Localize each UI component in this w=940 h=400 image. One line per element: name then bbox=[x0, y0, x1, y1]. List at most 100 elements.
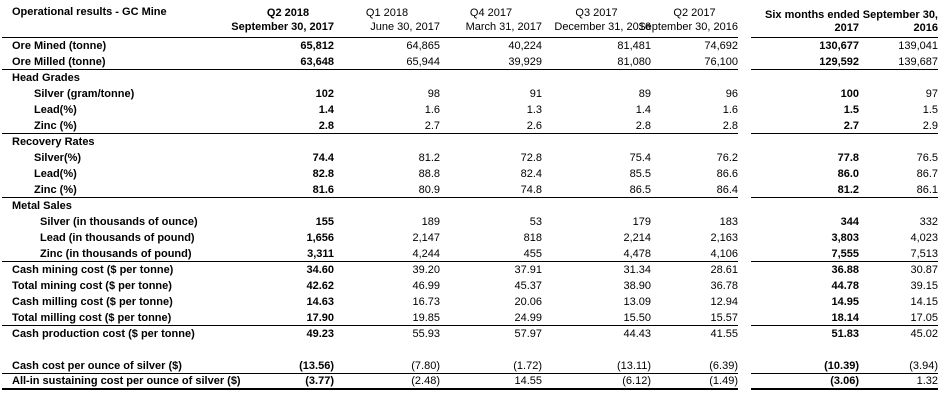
table-row: Head Grades bbox=[2, 70, 938, 86]
header-quarterly-section: Operational results - GC Mine Q2 2018 Se… bbox=[2, 0, 738, 38]
row-six-months-section: 44.78 39.15 bbox=[751, 278, 938, 294]
value-cell bbox=[440, 134, 542, 150]
row-quarterly-section: Metal Sales bbox=[2, 198, 738, 214]
row-six-months-section: (10.39) (3.94) bbox=[751, 358, 938, 374]
value-cell: 455 bbox=[523, 247, 542, 260]
value-cell: 42.62 bbox=[306, 280, 334, 292]
value-cell: (2.48) bbox=[411, 375, 440, 387]
value-cell bbox=[542, 198, 651, 214]
table-row: Lead(%) 1.4 1.6 1.3 1.4 1.6 1.5 1.5 bbox=[2, 102, 938, 118]
section-gap bbox=[738, 278, 751, 294]
value-cell: 139,687 bbox=[898, 55, 938, 68]
column-header-date-label: December 31, 2016 bbox=[554, 21, 651, 33]
value-cell: 100 bbox=[840, 88, 859, 100]
value-cell: 82.8 bbox=[312, 168, 334, 180]
value-cell bbox=[651, 198, 738, 214]
row-quarterly-section: Lead (in thousands of pound) 1,656 2,147 81… bbox=[2, 230, 738, 246]
row-label: Lead (in thousands of pound) bbox=[40, 232, 195, 244]
value-cell bbox=[859, 134, 938, 150]
table-header: Operational results - GC Mine Q2 2018 Se… bbox=[2, 0, 938, 38]
value-cell: 89 bbox=[638, 88, 651, 100]
value-cell: 17.05 bbox=[910, 311, 938, 324]
value-cell: 88.8 bbox=[418, 168, 440, 180]
row-six-months-section: 7,555 7,513 bbox=[751, 246, 938, 262]
value-cell bbox=[751, 198, 859, 214]
value-cell: 86.4 bbox=[716, 183, 738, 196]
value-cell bbox=[859, 70, 938, 86]
value-cell: 86.6 bbox=[716, 168, 738, 180]
value-cell bbox=[440, 198, 542, 214]
value-cell: 2.7 bbox=[424, 119, 440, 132]
value-cell: 130,677 bbox=[819, 40, 859, 52]
value-cell: 53 bbox=[529, 216, 542, 228]
column-header-q2-2018: Q2 2018 September 30, 2017 bbox=[231, 0, 334, 37]
value-cell: 15.50 bbox=[623, 311, 651, 324]
value-cell: 65,944 bbox=[406, 55, 440, 68]
table-row: Silver (gram/tonne) 102 98 91 89 96 100 97 bbox=[2, 86, 938, 102]
value-cell: (1.72) bbox=[513, 359, 542, 372]
value-cell: 36.88 bbox=[831, 264, 859, 276]
row-six-months-section: 81.2 86.1 bbox=[751, 182, 938, 198]
section-gap bbox=[738, 294, 751, 310]
row-quarterly-section: All-in sustaining cost per ounce of silv… bbox=[2, 374, 738, 390]
row-label: Total milling cost ($ per tonne) bbox=[12, 311, 172, 324]
section-gap bbox=[738, 358, 751, 374]
row-six-months-section: 130,677 139,041 bbox=[751, 38, 938, 54]
value-cell: 14.55 bbox=[514, 375, 542, 387]
row-quarterly-section: Total milling cost ($ per tonne) 17.90 19.… bbox=[2, 310, 738, 326]
value-cell: (3.94) bbox=[909, 359, 938, 372]
row-quarterly-section: Recovery Rates bbox=[2, 134, 738, 150]
column-header-date-label: March 31, 2017 bbox=[465, 21, 542, 33]
value-cell: 1.32 bbox=[916, 375, 938, 387]
value-cell: 179 bbox=[632, 216, 651, 228]
value-cell: 45.37 bbox=[514, 280, 542, 292]
value-cell: 39,929 bbox=[508, 55, 542, 68]
value-cell: 98 bbox=[427, 88, 440, 100]
value-cell: 39.15 bbox=[910, 280, 938, 292]
value-cell: 45.02 bbox=[910, 328, 938, 340]
section-gap bbox=[738, 118, 751, 134]
column-header-q1-2018: Q1 2018 June 30, 2017 bbox=[334, 0, 440, 37]
value-cell: 14.63 bbox=[306, 296, 334, 308]
column-header-q2-2017: Q2 2017 September 30, 2016 bbox=[638, 0, 738, 37]
row-six-months-section: 14.95 14.15 bbox=[751, 294, 938, 310]
value-cell: 77.8 bbox=[837, 152, 859, 164]
value-cell: (1.49) bbox=[709, 375, 738, 387]
value-cell: 97 bbox=[925, 88, 938, 100]
row-label: All-in sustaining cost per ounce of silv… bbox=[12, 375, 241, 387]
value-cell: 38.90 bbox=[623, 280, 651, 292]
row-quarterly-section: Lead(%) 82.8 88.8 82.4 85.5 86.6 bbox=[2, 166, 738, 182]
column-header-q3-2017: Q3 2017 December 31, 2016 bbox=[542, 0, 651, 37]
value-cell: 14.95 bbox=[831, 296, 859, 308]
section-gap bbox=[738, 86, 751, 102]
value-cell: 44.43 bbox=[623, 328, 651, 340]
value-cell: 15.57 bbox=[710, 311, 738, 324]
row-quarterly-section: Silver (gram/tonne) 102 98 91 89 96 bbox=[2, 86, 738, 102]
row-quarterly-section: Zinc (%) 81.6 80.9 74.8 86.5 86.4 bbox=[2, 182, 738, 198]
value-cell: 2.8 bbox=[722, 119, 738, 132]
section-gap bbox=[738, 38, 751, 54]
value-cell bbox=[242, 134, 334, 150]
table-row: All-in sustaining cost per ounce of silv… bbox=[2, 374, 938, 390]
value-cell: 16.73 bbox=[412, 296, 440, 308]
section-gap bbox=[738, 54, 751, 70]
value-cell: 19.85 bbox=[412, 311, 440, 324]
value-cell: 189 bbox=[421, 216, 440, 228]
row-quarterly-section: Silver(%) 74.4 81.2 72.8 75.4 76.2 bbox=[2, 150, 738, 166]
value-cell: 14.15 bbox=[910, 296, 938, 308]
section-gap bbox=[738, 198, 751, 214]
value-cell bbox=[651, 134, 738, 150]
value-cell bbox=[751, 70, 859, 86]
row-label: Lead(%) bbox=[34, 104, 77, 116]
row-six-months-section: 3,803 4,023 bbox=[751, 230, 938, 246]
value-cell: 57.97 bbox=[514, 328, 542, 340]
row-label: Silver(%) bbox=[34, 152, 82, 164]
spacer-row bbox=[2, 342, 938, 358]
value-cell: 49.23 bbox=[306, 328, 334, 340]
row-quarterly-section: Lead(%) 1.4 1.6 1.3 1.4 1.6 bbox=[2, 102, 738, 118]
row-label: Silver (gram/tonne) bbox=[34, 88, 135, 100]
value-cell: 24.99 bbox=[514, 311, 542, 324]
value-cell: 7,513 bbox=[910, 247, 938, 260]
value-cell: 4,478 bbox=[623, 247, 651, 260]
section-gap bbox=[738, 246, 751, 262]
